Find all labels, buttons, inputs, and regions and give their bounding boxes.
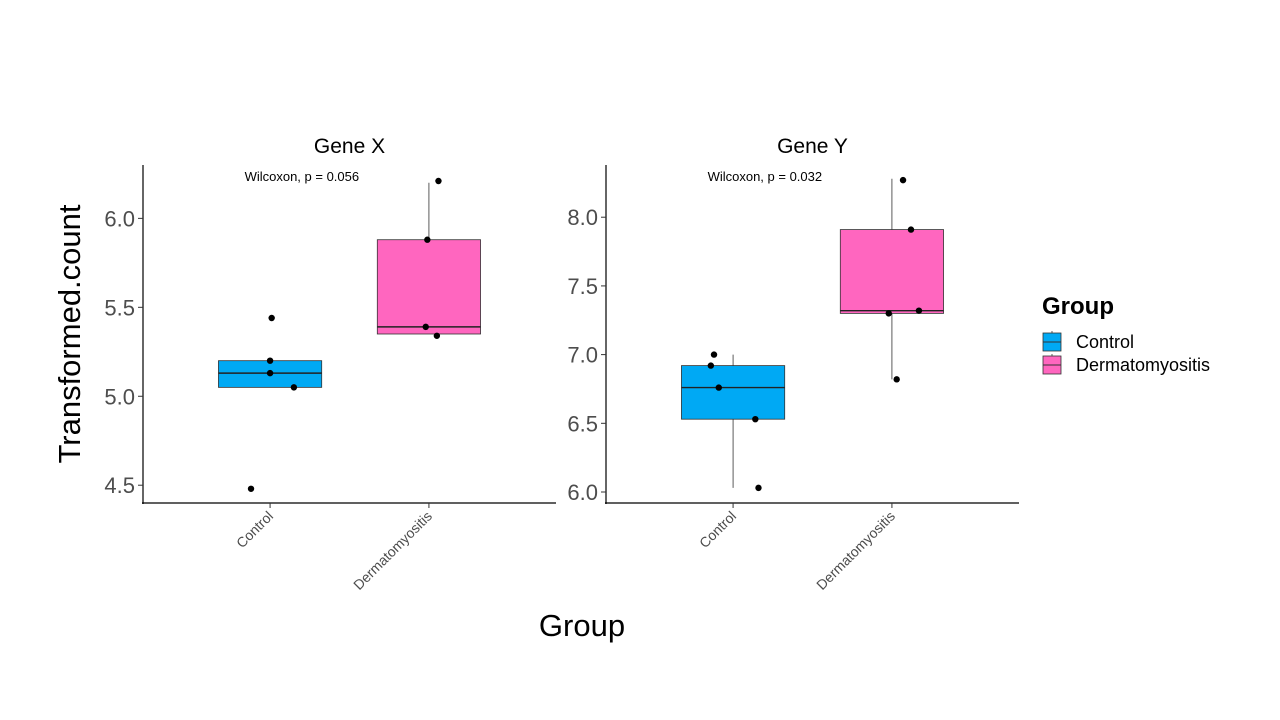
data-point (707, 362, 715, 369)
legend: Group Control Dermatomyositis (1042, 293, 1210, 375)
legend-label: Control (1076, 332, 1134, 352)
y-tick-label: 5.0 (104, 384, 135, 409)
data-point (755, 484, 762, 492)
panel-2: Gene Y Wilcoxon, p = 0.032 6.0 6.5 7.0 7.5 8.0… (567, 135, 1019, 593)
legend-key-dermatomyositis: Dermatomyositis (1042, 354, 1210, 375)
data-point (422, 323, 429, 331)
data-point (247, 485, 255, 492)
wilcoxon-annotation: Wilcoxon, p = 0.032 (708, 169, 823, 184)
data-point (268, 314, 275, 322)
box-control (681, 351, 786, 492)
data-point (435, 177, 442, 185)
legend-title: Group (1042, 293, 1114, 320)
box-dermatomyositis (376, 177, 481, 339)
y-tick-label: 4.5 (104, 473, 135, 498)
data-point (710, 351, 718, 358)
x-axis-title: Group (539, 608, 625, 643)
data-point (893, 376, 900, 383)
data-point (290, 384, 298, 391)
data-point (915, 307, 923, 314)
y-tick-label: 5.5 (104, 295, 135, 320)
y-tick-label: 6.5 (567, 411, 598, 436)
y-tick-label: 8.0 (567, 205, 598, 230)
data-point (752, 415, 759, 423)
iqr-box (681, 365, 786, 420)
data-point (424, 236, 431, 243)
y-tick-label: 7.5 (567, 274, 598, 299)
panel-title: Gene Y (777, 135, 848, 158)
data-point (715, 384, 722, 391)
data-point (433, 332, 441, 339)
y-tick-label: 7.0 (567, 343, 598, 368)
wilcoxon-annotation: Wilcoxon, p = 0.056 (245, 169, 360, 184)
x-tick-label: Control (233, 508, 276, 551)
panel-1: Gene X Wilcoxon, p = 0.056 4.5 5.0 5.5 6.0 Con… (104, 135, 556, 593)
iqr-box (839, 229, 944, 314)
x-tick-label: Dermatomyositis (350, 508, 435, 593)
panel-title: Gene X (314, 135, 385, 158)
y-tick-label: 6.0 (104, 206, 135, 231)
data-point (266, 369, 274, 377)
data-point (266, 357, 274, 364)
legend-label: Dermatomyositis (1076, 355, 1210, 375)
data-point (899, 176, 907, 184)
legend-key-control: Control (1042, 331, 1134, 352)
x-tick-label: Dermatomyositis (813, 508, 898, 593)
data-point (907, 226, 915, 233)
data-point (885, 310, 892, 317)
x-tick-label: Control (696, 508, 739, 551)
y-tick-label: 6.0 (567, 480, 598, 505)
y-axis-title: Transformed.count (52, 204, 87, 463)
iqr-box (376, 239, 481, 335)
box-control (218, 314, 323, 492)
box-dermatomyositis (839, 176, 944, 383)
